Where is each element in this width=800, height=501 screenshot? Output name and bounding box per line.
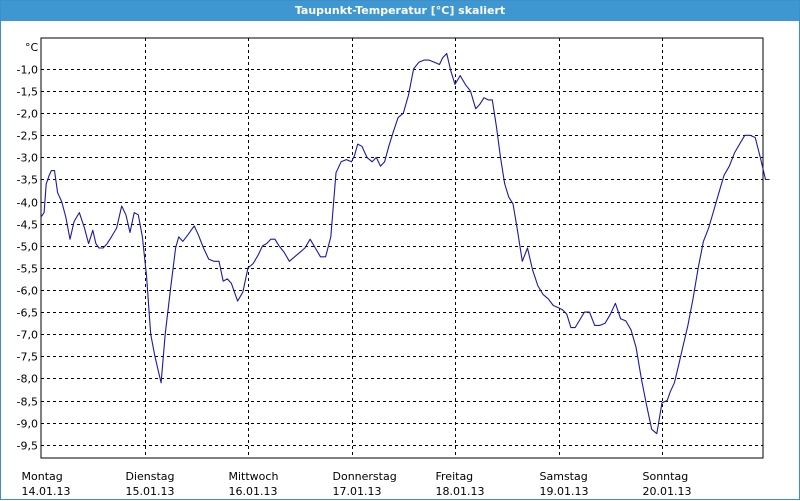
y-tick-label: -6,5 bbox=[17, 307, 38, 320]
x-tick-day: Mittwoch bbox=[229, 470, 279, 483]
series-line bbox=[40, 52, 770, 435]
y-tick-label: -7,0 bbox=[17, 329, 38, 342]
y-axis-ticks: -1,0 -1,5 -2,0 -2,5 -3,0 -3,5 -4,0 -4,5 -5,0 -5,5… bbox=[17, 64, 38, 453]
y-tick-label: -6,0 bbox=[17, 285, 38, 298]
y-tick-label: -9,5 bbox=[17, 440, 38, 453]
y-axis-unit: °C bbox=[25, 41, 39, 54]
y-tick-label: -9,0 bbox=[17, 418, 38, 431]
series-lines bbox=[40, 52, 770, 435]
x-tick-date: 18.01.13 bbox=[436, 485, 485, 498]
y-tick-label: -3,0 bbox=[17, 152, 38, 165]
y-tick-label: -2,0 bbox=[17, 108, 38, 121]
x-tick-day: Donnerstag bbox=[333, 470, 397, 483]
y-tick-label: -5,0 bbox=[17, 241, 38, 254]
x-tick-day: Sonntag bbox=[643, 470, 689, 483]
plot-frame bbox=[40, 37, 764, 459]
x-tick-date: 19.01.13 bbox=[540, 485, 589, 498]
x-tick-date: 16.01.13 bbox=[229, 485, 278, 498]
y-tick-label: -2,5 bbox=[17, 130, 38, 143]
x-axis-ticks: Montag 14.01.13 Dienstag 15.01.13 Mittwoch 16… bbox=[22, 470, 692, 498]
x-tick-day: Freitag bbox=[436, 470, 474, 483]
x-tick-date: 14.01.13 bbox=[22, 485, 71, 498]
y-tick-label: -4,0 bbox=[17, 197, 38, 210]
y-tick-label: -4,5 bbox=[17, 219, 38, 232]
x-tick-day: Samstag bbox=[540, 470, 588, 483]
y-tick-label: -7,5 bbox=[17, 351, 38, 364]
x-tick-date: 20.01.13 bbox=[643, 485, 692, 498]
x-tick-day: Montag bbox=[22, 470, 63, 483]
y-tick-label: -5,5 bbox=[17, 263, 38, 276]
x-tick-date: 15.01.13 bbox=[126, 485, 175, 498]
x-tick-date: 17.01.13 bbox=[333, 485, 382, 498]
y-tick-label: -8,0 bbox=[17, 373, 38, 386]
x-tick-day: Dienstag bbox=[126, 470, 175, 483]
chart-grid bbox=[41, 38, 763, 458]
window-title: Taupunkt-Temperatur [°C] skaliert bbox=[1, 1, 799, 21]
y-tick-label: -1,0 bbox=[17, 64, 38, 77]
y-tick-label: -8,5 bbox=[17, 396, 38, 409]
y-tick-label: -1,5 bbox=[17, 86, 38, 99]
y-tick-label: -3,5 bbox=[17, 174, 38, 187]
